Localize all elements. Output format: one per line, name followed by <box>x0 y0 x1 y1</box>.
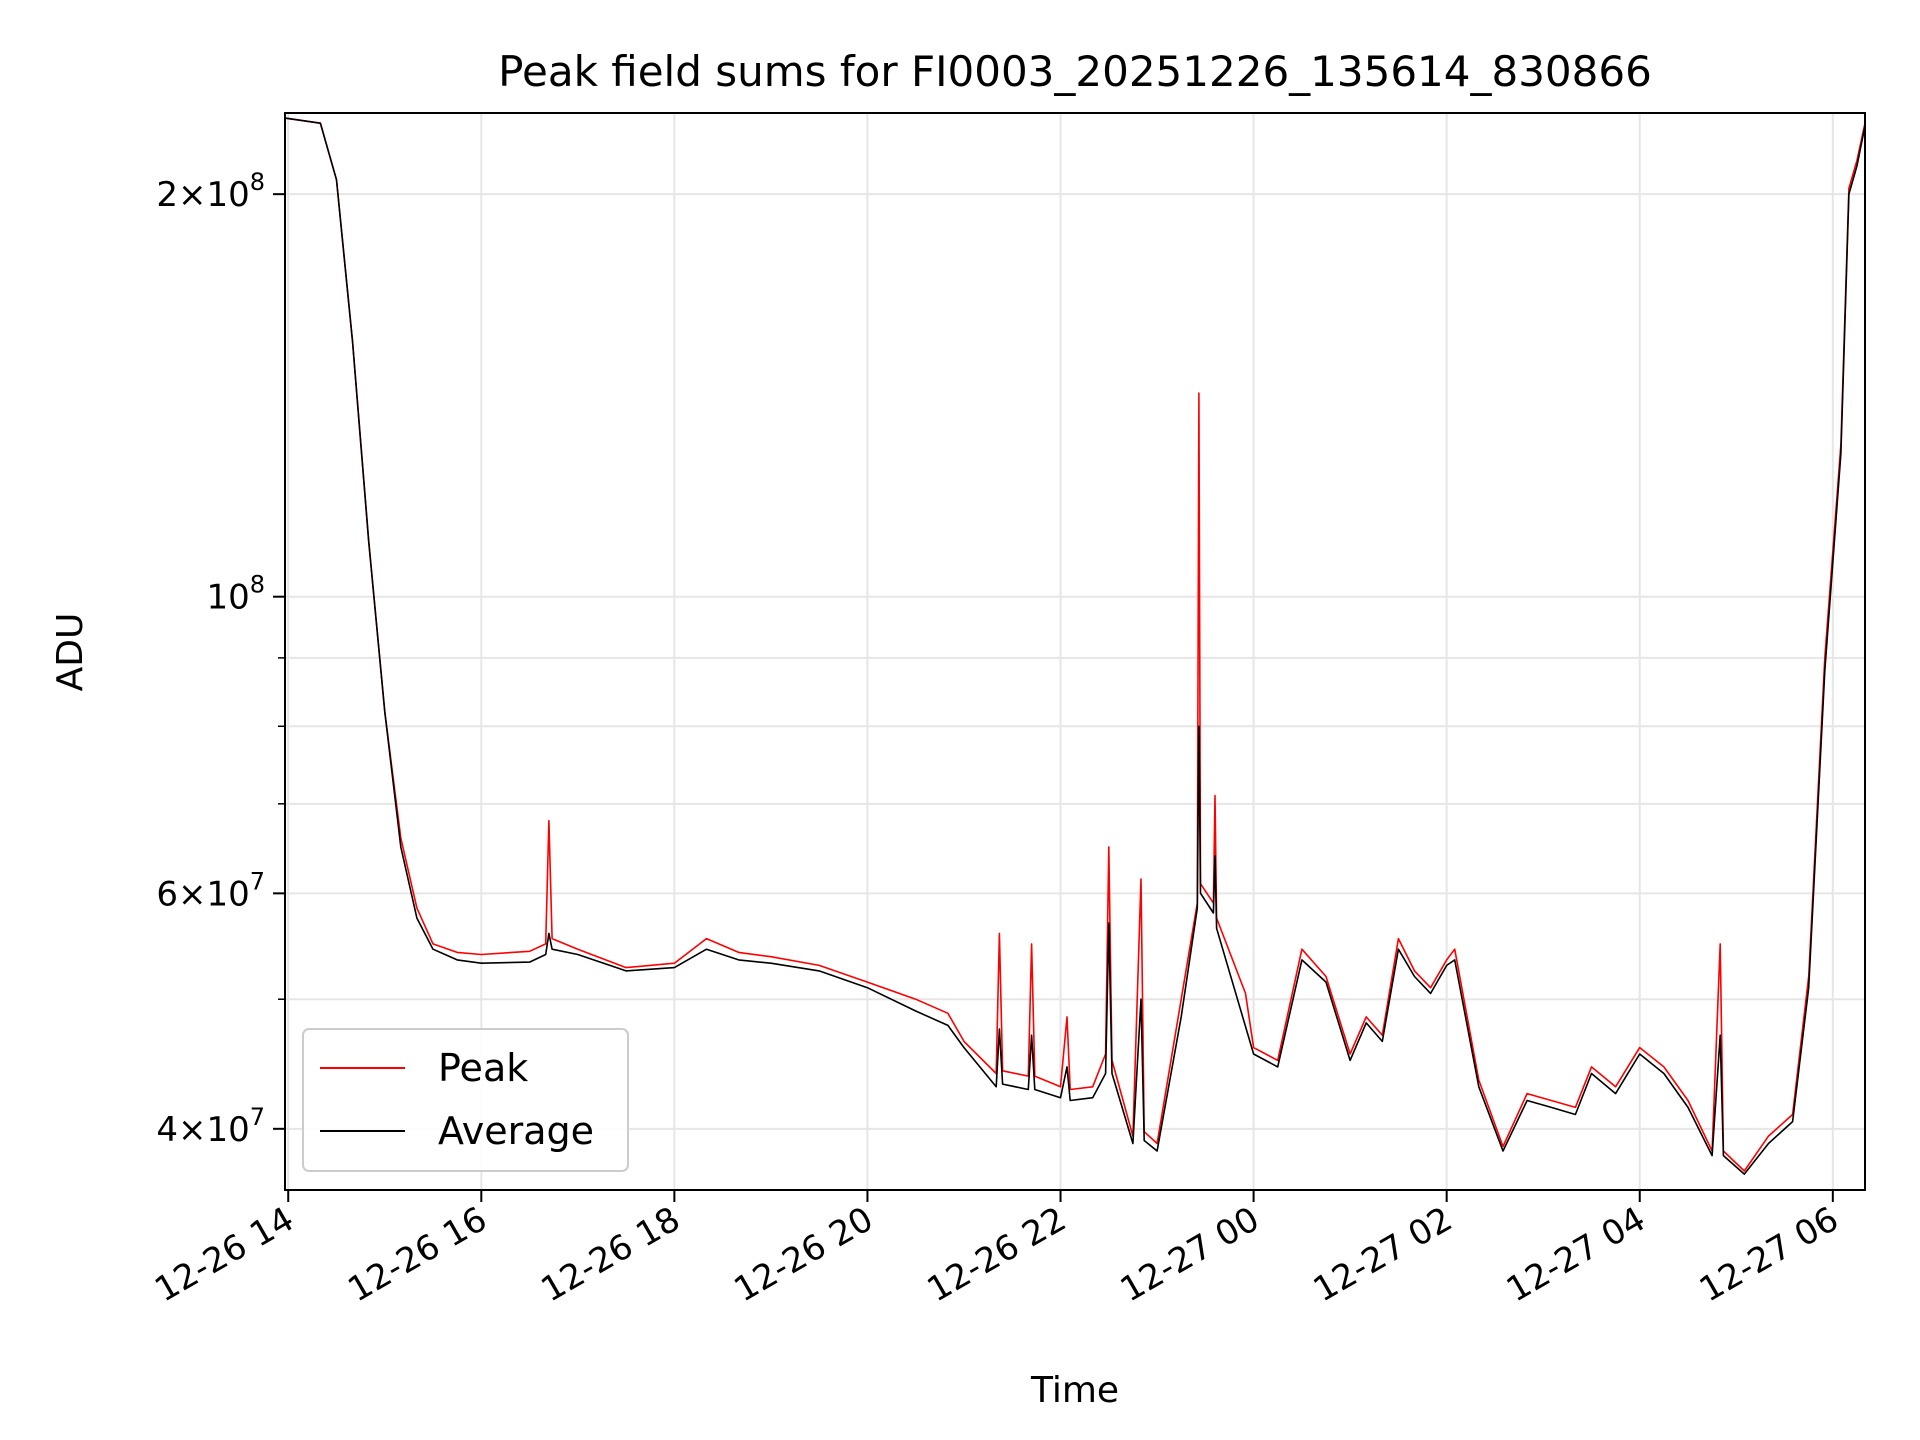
y-tick-times: ×10 <box>178 175 250 215</box>
y-tick-label: 108 <box>206 571 265 618</box>
y-tick-exponent: 8 <box>250 571 265 599</box>
axes-frame <box>284 112 1866 1191</box>
y-tick-mantissa: 6 <box>156 874 178 914</box>
y-tick-exponent: 8 <box>250 168 265 196</box>
y-axis-label: ADU <box>50 613 91 692</box>
y-tick-mantissa: 2 <box>156 175 178 215</box>
y-tick-base: 10 <box>206 578 249 618</box>
y-tick-label: 4×107 <box>156 1103 265 1150</box>
grid <box>285 113 1865 1190</box>
plot-area <box>284 117 1866 1175</box>
legend: Peak Average <box>302 1028 629 1172</box>
y-tick-times: ×10 <box>178 874 250 914</box>
series-line-peak <box>284 117 1866 1172</box>
y-tick-exponent: 7 <box>250 867 265 895</box>
y-tick-label: 2×108 <box>156 168 265 215</box>
y-tick-times: ×10 <box>178 1110 250 1150</box>
legend-box <box>302 1028 629 1172</box>
legend-label-peak: Peak <box>438 1046 528 1090</box>
y-tick-label: 6×107 <box>156 867 265 914</box>
legend-label-average: Average <box>438 1109 594 1153</box>
series-line-average <box>284 117 1866 1175</box>
chart-title: Peak field sums for FI0003_20251226_1356… <box>498 47 1652 96</box>
x-axis-label: Time <box>1030 1370 1119 1411</box>
y-tick-mantissa: 4 <box>156 1110 178 1150</box>
y-tick-exponent: 7 <box>250 1103 265 1131</box>
